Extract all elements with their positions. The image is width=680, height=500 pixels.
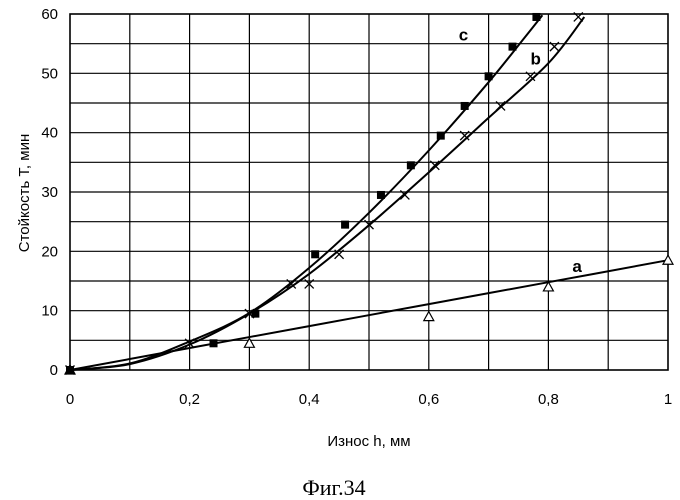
series-c-point	[437, 132, 445, 140]
series-c-point	[210, 339, 218, 347]
x-tick-label: 1	[664, 391, 672, 408]
series-c-point	[461, 102, 469, 110]
series-c-point	[251, 310, 259, 318]
figure-caption: Фиг.34	[302, 475, 365, 500]
y-tick-label: 50	[41, 65, 58, 82]
series-c-point	[509, 43, 517, 51]
y-axis-tick-labels: 0 10 20 30 40 50 60	[41, 6, 58, 379]
series-a-point	[663, 255, 673, 264]
series-a-point	[424, 312, 434, 321]
grid	[70, 14, 668, 370]
series-c-point	[66, 366, 74, 374]
x-tick-label: 0	[66, 391, 74, 408]
series-c-point	[377, 191, 385, 199]
series-b-line	[70, 17, 584, 370]
x-tick-label: 0,8	[538, 391, 559, 408]
x-tick-label: 0,4	[299, 391, 320, 408]
y-tick-label: 40	[41, 125, 58, 142]
y-axis-title: Стойкость Т, мин	[16, 134, 33, 253]
y-tick-label: 30	[41, 184, 58, 201]
x-axis-tick-labels: 0 0,2 0,4 0,6 0,8 1	[66, 391, 672, 408]
series-c-point	[407, 161, 415, 169]
series-a-point	[244, 338, 254, 347]
x-axis-title: Износ h, мм	[327, 433, 410, 450]
series-label-a: a	[572, 257, 582, 276]
x-tick-label: 0,6	[418, 391, 439, 408]
series-c-point	[485, 72, 493, 80]
series-label-c: c	[459, 26, 468, 45]
y-tick-label: 0	[50, 362, 58, 379]
series-c-point	[311, 250, 319, 258]
x-tick-label: 0,2	[179, 391, 200, 408]
series-c-point	[532, 13, 540, 21]
series-label-b: b	[530, 49, 540, 68]
y-tick-label: 10	[41, 303, 58, 320]
y-tick-label: 20	[41, 243, 58, 260]
y-tick-label: 60	[41, 6, 58, 23]
series-labels: a b c	[459, 26, 583, 276]
series-c-point	[341, 221, 349, 229]
